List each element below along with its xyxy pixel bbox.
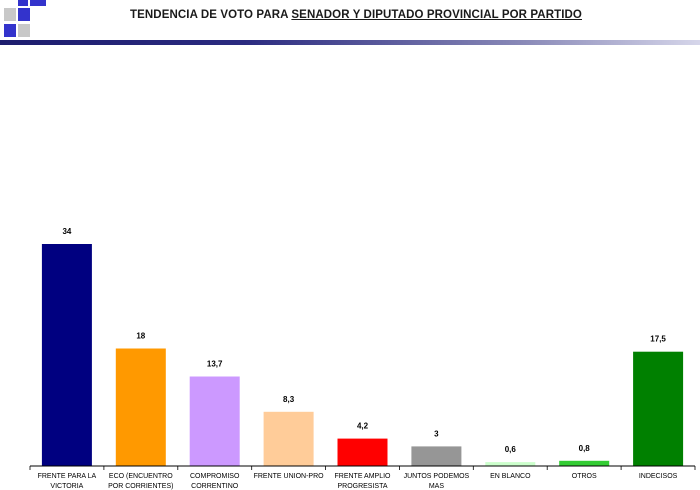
category-label: FRENTE PARA LA — [38, 473, 97, 480]
category-label: OTROS — [572, 473, 597, 480]
category-label: EN BLANCO — [490, 473, 531, 480]
category-label: POR CORRIENTES) — [108, 483, 173, 490]
category-label: ECO (ENCUENTRO — [109, 473, 173, 480]
category-label: MAS — [429, 483, 445, 490]
data-label: 18 — [136, 332, 145, 341]
bar — [337, 438, 388, 466]
chart-title-underlined: SENADOR Y DIPUTADO PROVINCIAL POR PARTID… — [291, 9, 582, 21]
category-label: JUNTOS PODEMOS — [404, 473, 470, 480]
category-label: INDECISOS — [639, 473, 678, 480]
category-label: PROGRESISTA — [337, 483, 387, 490]
title-divider — [0, 40, 700, 45]
chart-title: TENDENCIA DE VOTO PARA SENADOR Y DIPUTAD… — [130, 9, 582, 21]
data-label: 0,8 — [579, 444, 591, 453]
bar — [189, 376, 240, 466]
data-label: 8,3 — [283, 395, 295, 404]
category-label: CORRENTINO — [191, 483, 239, 490]
data-label: 13,7 — [207, 360, 223, 369]
bar — [485, 462, 536, 466]
bar — [559, 460, 610, 466]
data-label: 3 — [434, 429, 439, 438]
category-label: FRENTE UNION-PRO — [254, 473, 325, 480]
category-label: FRENTE AMPLIO — [334, 473, 391, 480]
bar — [263, 411, 314, 466]
bar — [411, 446, 462, 466]
data-label: 0,6 — [505, 445, 517, 454]
category-label: COMPROMISO — [190, 473, 240, 480]
chart-title-prefix: TENDENCIA DE VOTO PARA — [130, 9, 292, 21]
data-label: 34 — [62, 227, 71, 236]
bar — [633, 351, 684, 466]
data-label: 4,2 — [357, 422, 369, 431]
bar — [115, 348, 166, 466]
category-label: VICTORIA — [50, 483, 83, 490]
bar — [41, 244, 92, 466]
logo — [0, 0, 50, 42]
data-label: 17,5 — [650, 335, 666, 344]
